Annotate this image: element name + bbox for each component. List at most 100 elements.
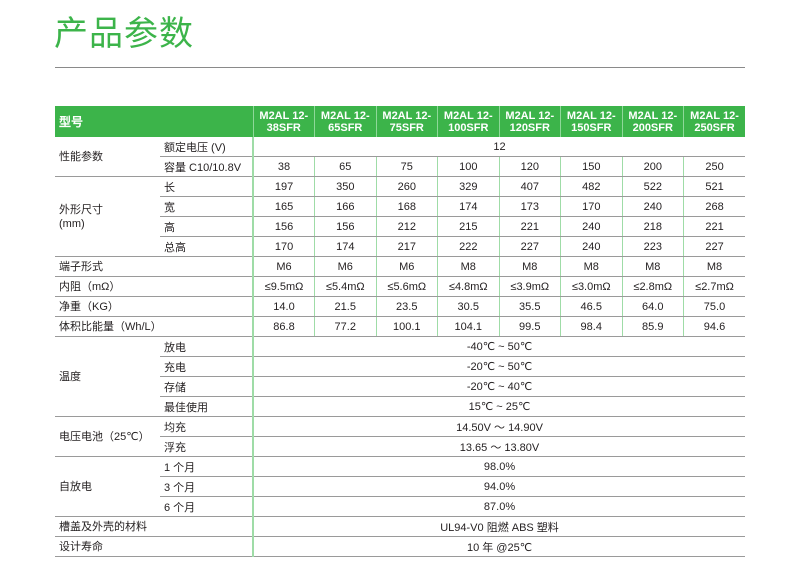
row-group-label: 体积比能量（Wh/L） [55,316,254,337]
spanning-value: UL94-V0 阻燃 ABS 塑料 [252,516,746,537]
table-row: 高 156 156 212 215 221 240 218 221 [55,216,746,237]
value-cell: ≤2.8mΩ [621,276,684,297]
value-cell: 227 [498,236,561,257]
header-row: 型号 M2AL 12-38SFR M2AL 12-65SFR M2AL 12-75S… [55,106,746,137]
value-cell: 250 [683,156,746,177]
row-sub-label: 容量 C10/10.8V [160,156,254,177]
row-sub-label: 浮充 [160,436,254,457]
row-sub-label: 高 [160,216,254,237]
value-cell: 240 [560,216,623,237]
row-group-label: 电压电池（25℃） [55,416,160,457]
row-group-label: 性能参数 [55,137,160,177]
row-sub-label: 6 个月 [160,496,254,517]
model-header-label: 型号 [55,106,254,137]
value-cell: M6 [314,256,377,277]
value-cell: 85.9 [621,316,684,337]
row-sub-label: 总高 [160,236,254,257]
value-cell: 260 [375,176,438,197]
value-cell: 407 [498,176,561,197]
table-row: 最佳使用 15℃ ~ 25℃ [55,396,746,417]
value-cell: 65 [314,156,377,177]
spanning-value: 14.50V ～ 14.90V [252,416,746,437]
value-cell: ≤4.8mΩ [437,276,500,297]
value-cell: 86.8 [252,316,315,337]
table-row: 设计寿命 10 年 @25℃ [55,536,746,557]
row-sub-label: 均充 [160,416,254,437]
value-cell: M8 [437,256,500,277]
row-sub-label: 长 [160,176,254,197]
model-header: M2AL 12-250SFR [683,106,746,137]
value-cell: 98.4 [560,316,623,337]
row-sub-label: 3 个月 [160,476,254,497]
value-cell: 217 [375,236,438,257]
model-header: M2AL 12-200SFR [621,106,684,137]
model-header: M2AL 12-75SFR [375,106,438,137]
value-cell: M6 [375,256,438,277]
row-sub-label: 额定电压 (V) [160,137,254,157]
value-cell: M8 [560,256,623,277]
model-header: M2AL 12-38SFR [252,106,315,137]
value-cell: 156 [252,216,315,237]
value-cell: 197 [252,176,315,197]
table-row: 宽 165 166 168 174 173 170 240 268 [55,196,746,217]
value-cell: 227 [683,236,746,257]
value-cell: 35.5 [498,296,561,317]
spec-table: 型号 M2AL 12-38SFR M2AL 12-65SFR M2AL 12-75S… [55,106,746,557]
value-cell: 200 [621,156,684,177]
value-cell: 21.5 [314,296,377,317]
row-group-label: 槽盖及外壳的材料 [55,516,254,537]
value-cell: 120 [498,156,561,177]
value-cell: 174 [314,236,377,257]
row-sub-label: 充电 [160,356,254,377]
table-row: 外形尺寸 (mm) 长 197 350 260 329 407 482 522 521 [55,176,746,257]
value-cell: ≤5.4mΩ [314,276,377,297]
value-cell: M8 [683,256,746,277]
spanning-value: 13.65 ～ 13.80V [252,436,746,457]
value-cell: 350 [314,176,377,197]
table-row: 总高 170 174 217 222 227 240 223 227 [55,236,746,257]
table-row: 6 个月 87.0% [55,496,746,517]
row-group-label: 设计寿命 [55,536,254,557]
value-cell: 150 [560,156,623,177]
table-row: 内阻（mΩ） ≤9.5mΩ ≤5.4mΩ ≤5.6mΩ ≤4.8mΩ ≤3.9mΩ ≤3.0… [55,276,746,297]
page-title: 产品参数 [54,15,194,53]
value-cell: 240 [560,236,623,257]
row-sub-label: 存储 [160,376,254,397]
spanning-value: 15℃ ~ 25℃ [252,396,746,417]
spanning-value: 87.0% [252,496,746,517]
value-cell: ≤3.0mΩ [560,276,623,297]
value-cell: 240 [621,196,684,217]
table-row: 端子形式 M6 M6 M6 M8 M8 M8 M8 M8 [55,256,746,277]
table-row: 浮充 13.65 ～ 13.80V [55,436,746,457]
table-row: 电压电池（25℃） 均充 14.50V ～ 14.90V [55,416,746,457]
model-header: M2AL 12-120SFR [498,106,561,137]
title-divider [55,67,745,68]
value-cell: 30.5 [437,296,500,317]
spanning-value: 12 [252,137,746,157]
row-group-label: 温度 [55,336,160,417]
spanning-value: 98.0% [252,456,746,477]
value-cell: 268 [683,196,746,217]
spanning-value: 94.0% [252,476,746,497]
table-row: 温度 放电 -40℃ ~ 50℃ [55,336,746,417]
value-cell: 165 [252,196,315,217]
value-cell: 99.5 [498,316,561,337]
value-cell: 166 [314,196,377,217]
table-row: 净重（KG） 14.0 21.5 23.5 30.5 35.5 46.5 64.0 75.0 [55,296,746,317]
spanning-value: -40℃ ~ 50℃ [252,336,746,357]
value-cell: 75 [375,156,438,177]
value-cell: 174 [437,196,500,217]
value-cell: M8 [621,256,684,277]
value-cell: 156 [314,216,377,237]
model-header: M2AL 12-150SFR [560,106,623,137]
value-cell: 38 [252,156,315,177]
value-cell: 170 [560,196,623,217]
row-sub-label: 宽 [160,196,254,217]
value-cell: 482 [560,176,623,197]
value-cell: ≤9.5mΩ [252,276,315,297]
value-cell: 94.6 [683,316,746,337]
value-cell: 168 [375,196,438,217]
value-cell: 221 [498,216,561,237]
table-row: 槽盖及外壳的材料 UL94-V0 阻燃 ABS 塑料 [55,516,746,537]
value-cell: 170 [252,236,315,257]
